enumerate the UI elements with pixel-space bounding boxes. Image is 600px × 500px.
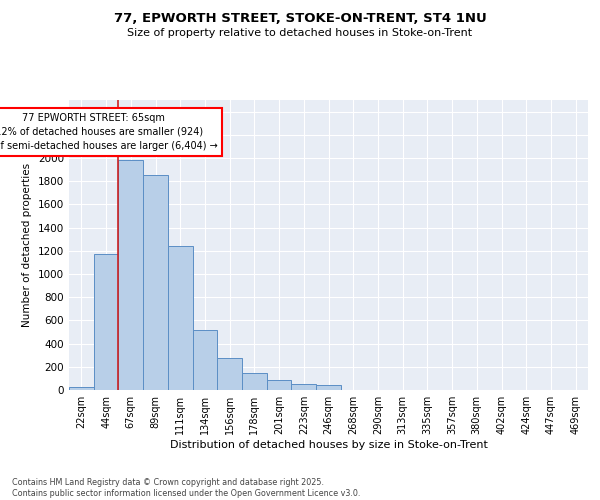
Text: 77, EPWORTH STREET, STOKE-ON-TRENT, ST4 1NU: 77, EPWORTH STREET, STOKE-ON-TRENT, ST4 … — [113, 12, 487, 26]
Bar — [292, 384, 316, 390]
Bar — [316, 386, 341, 390]
Bar — [168, 246, 193, 390]
Text: Contains HM Land Registry data © Crown copyright and database right 2025.
Contai: Contains HM Land Registry data © Crown c… — [12, 478, 361, 498]
Text: Size of property relative to detached houses in Stoke-on-Trent: Size of property relative to detached ho… — [127, 28, 473, 38]
Bar — [118, 160, 143, 390]
Bar — [267, 380, 292, 390]
Bar — [242, 372, 267, 390]
X-axis label: Distribution of detached houses by size in Stoke-on-Trent: Distribution of detached houses by size … — [170, 440, 487, 450]
Y-axis label: Number of detached properties: Number of detached properties — [22, 163, 32, 327]
Bar — [217, 358, 242, 390]
Bar — [143, 175, 168, 390]
Bar — [69, 386, 94, 390]
Text: 77 EPWORTH STREET: 65sqm
← 12% of detached houses are smaller (924)
87% of semi-: 77 EPWORTH STREET: 65sqm ← 12% of detach… — [0, 113, 218, 151]
Bar — [94, 254, 118, 390]
Bar — [193, 330, 217, 390]
